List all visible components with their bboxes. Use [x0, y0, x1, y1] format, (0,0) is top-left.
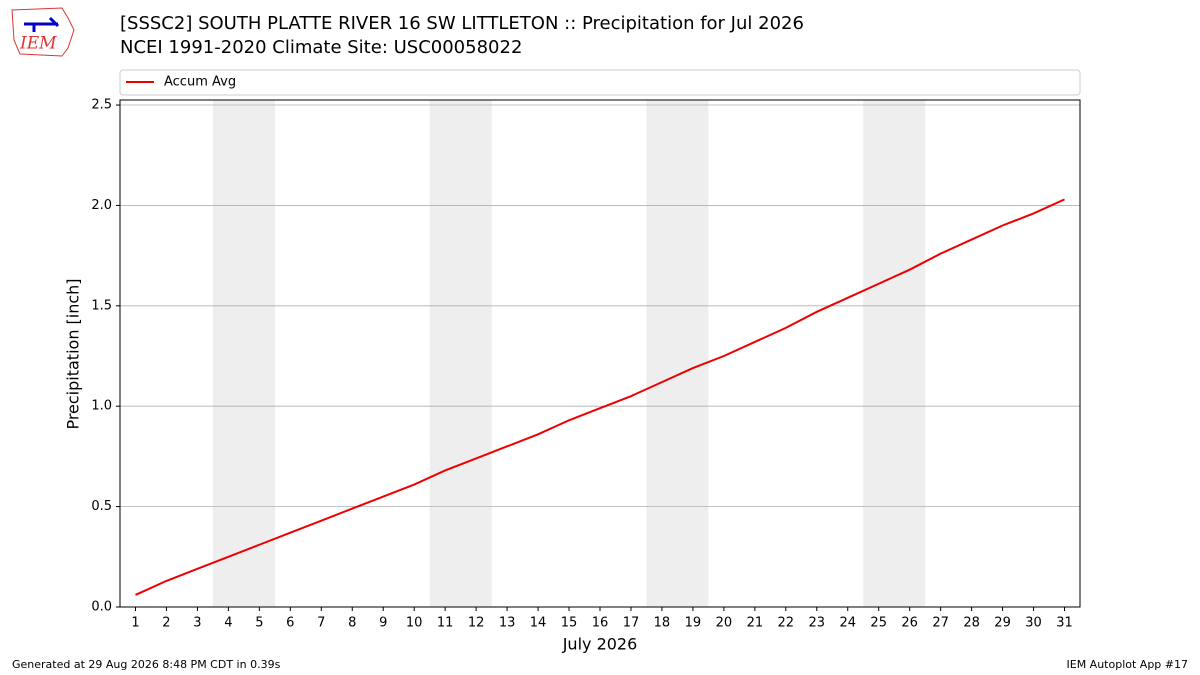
legend-label: Accum Avg: [164, 75, 236, 90]
y-tick-label: 0.0: [91, 600, 112, 615]
x-tick-label: 15: [561, 616, 578, 631]
data-line: [135, 198, 1065, 596]
footer-right: IEM Autoplot App #17: [1067, 658, 1189, 671]
weekend-span: [863, 100, 926, 607]
x-tick-label: 16: [592, 616, 609, 631]
x-tick-label: 29: [994, 616, 1011, 631]
x-tick-label: 14: [530, 616, 547, 631]
x-tick-label: 17: [623, 616, 640, 631]
legend-box: [119, 69, 1081, 96]
x-tick-label: 23: [809, 616, 826, 631]
footer-left: Generated at 29 Aug 2026 8:48 PM CDT in …: [12, 658, 281, 671]
x-tick-label: 1: [131, 616, 139, 631]
chart-title: [SSSC2] SOUTH PLATTE RIVER 16 SW LITTLET…: [120, 13, 804, 34]
x-tick-label: 27: [932, 616, 949, 631]
x-tick-label: 6: [286, 616, 294, 631]
y-tick-label: 2.0: [91, 198, 112, 213]
weekend-span: [429, 100, 492, 607]
logo-text: IEM: [19, 34, 57, 54]
x-axis-label: July 2026: [562, 635, 638, 654]
x-tick-label: 21: [747, 616, 764, 631]
x-tick-label: 9: [379, 616, 387, 631]
chart-subtitle: NCEI 1991-2020 Climate Site: USC00058022: [120, 37, 522, 58]
x-tick-label: 7: [317, 616, 325, 631]
x-tick-label: 28: [963, 616, 980, 631]
x-tick-label: 11: [437, 616, 454, 631]
y-tick-label: 1.5: [91, 298, 112, 313]
x-tick-label: 12: [468, 616, 485, 631]
logo: IEM: [11, 7, 75, 57]
plot-frame: [119, 99, 1081, 608]
x-tick-label: 10: [406, 616, 423, 631]
x-tick-label: 26: [901, 616, 918, 631]
y-tick-label: 0.5: [91, 499, 112, 514]
weekend-span: [212, 100, 275, 607]
x-tick-label: 18: [654, 616, 671, 631]
x-tick-label: 31: [1056, 616, 1073, 631]
x-tick-label: 19: [685, 616, 702, 631]
x-tick-label: 20: [716, 616, 733, 631]
x-tick-label: 8: [348, 616, 356, 631]
x-tick-label: 25: [870, 616, 887, 631]
x-tick-label: 30: [1025, 616, 1042, 631]
y-tick-label: 2.5: [91, 98, 112, 113]
y-axis-label: Precipitation [inch]: [64, 278, 83, 429]
x-tick-label: 3: [193, 616, 201, 631]
x-tick-label: 4: [224, 616, 232, 631]
x-tick-label: 13: [499, 616, 516, 631]
x-tick-label: 5: [255, 616, 263, 631]
x-tick-label: 24: [839, 616, 856, 631]
logo-icon: [24, 16, 60, 32]
y-tick-label: 1.0: [91, 399, 112, 414]
weekend-span: [646, 100, 709, 607]
logo-outline: [11, 7, 75, 57]
x-tick-label: 2: [162, 616, 170, 631]
x-tick-label: 22: [778, 616, 795, 631]
